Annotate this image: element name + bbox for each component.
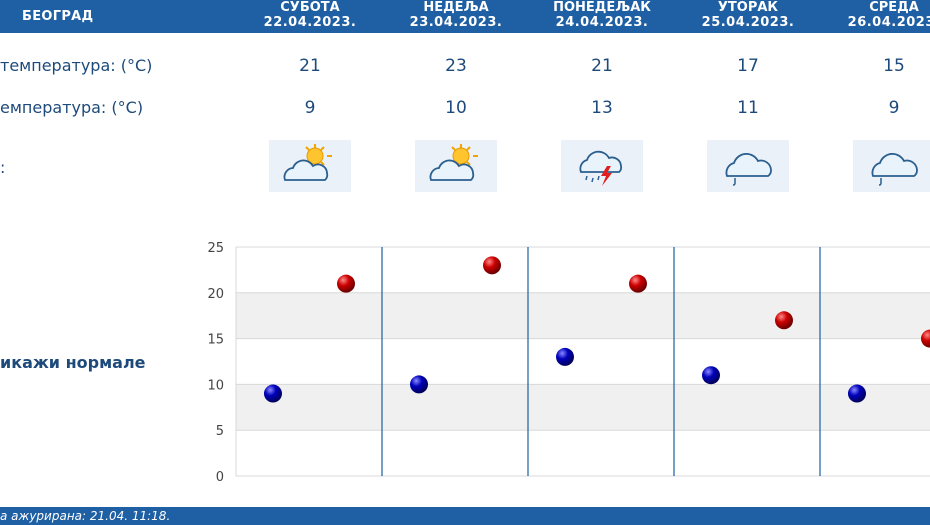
max-temp-day-4: 17 [737,56,759,76]
y-tick-label: 20 [207,287,224,302]
y-tick-label: 5 [216,424,224,439]
min-temp-point [702,366,720,385]
weather-icon-label: : [0,158,6,177]
grid-band [236,384,930,431]
y-tick-label: 25 [207,241,224,256]
grid-band [236,430,930,476]
day-date: 22.04.2023. [263,15,357,30]
max-temp-day-5: 15 [883,56,905,76]
day-header-3: ПОНЕДЕЉАК 24.04.2023. [542,0,662,30]
footer-bar: а ажурирана: 21.04. 11:18. [0,507,930,525]
max-temp-point [629,274,647,293]
y-tick-label: 0 [216,470,224,485]
min-temp-day-3: 13 [591,98,613,118]
min-temp-point [264,384,282,403]
last-updated-text: а ажурирана: 21.04. 11:18. [0,509,171,523]
min-temp-day-2: 10 [445,98,467,118]
day-name: НЕДЕЉА [423,0,489,15]
max-temp-point [775,311,793,330]
day-header-2: НЕДЕЉА 23.04.2023. [396,0,516,30]
day-date: 24.04.2023. [555,15,649,30]
sun-cloud-icon [269,140,351,192]
max-temp-day-2: 23 [445,56,467,76]
min-temp-label: емпература: (°C) [0,98,144,117]
day-name: ПОНЕДЕЉАК [553,0,651,15]
max-temp-day-3: 21 [591,56,613,76]
day-date: 26.04.2023. [847,15,930,30]
max-temp-label: температура: (°C) [0,56,153,75]
max-temp-day-1: 21 [299,56,321,76]
y-tick-label: 10 [207,378,224,393]
cloud-drizzle-icon [707,140,789,192]
max-temp-point [921,329,930,348]
min-temp-point [556,347,574,366]
forecast-header: БЕОГРАД СУБОТА 22.04.2023. НЕДЕЉА 23.04.20… [0,0,930,33]
city-name: БЕОГРАД [22,9,94,24]
min-temp-day-5: 9 [888,98,900,118]
day-name: СРЕДА [869,0,919,15]
show-normals-toggle[interactable]: икажи нормале [0,353,146,372]
min-temp-point [848,384,866,403]
day-date: 25.04.2023. [701,15,795,30]
day-name: УТОРАК [717,0,779,15]
day-header-1: СУБОТА 22.04.2023. [250,0,370,30]
cloud-drizzle-icon [853,140,930,192]
grid-band [236,292,930,339]
temperature-chart: 0 5 10 15 20 25 [207,241,930,485]
y-tick-label: 15 [207,333,224,348]
day-date: 23.04.2023. [409,15,503,30]
min-temp-day-4: 11 [737,98,759,118]
storm-rain-icon [561,140,643,192]
sun-cloud-icon [415,140,497,192]
max-temp-point [337,274,355,293]
day-name: СУБОТА [280,0,340,15]
min-temp-day-1: 9 [304,98,316,118]
max-temp-point [483,256,501,275]
day-header-4: УТОРАК 25.04.2023. [688,0,808,30]
min-temp-point [410,375,428,394]
grid-band [236,338,930,385]
